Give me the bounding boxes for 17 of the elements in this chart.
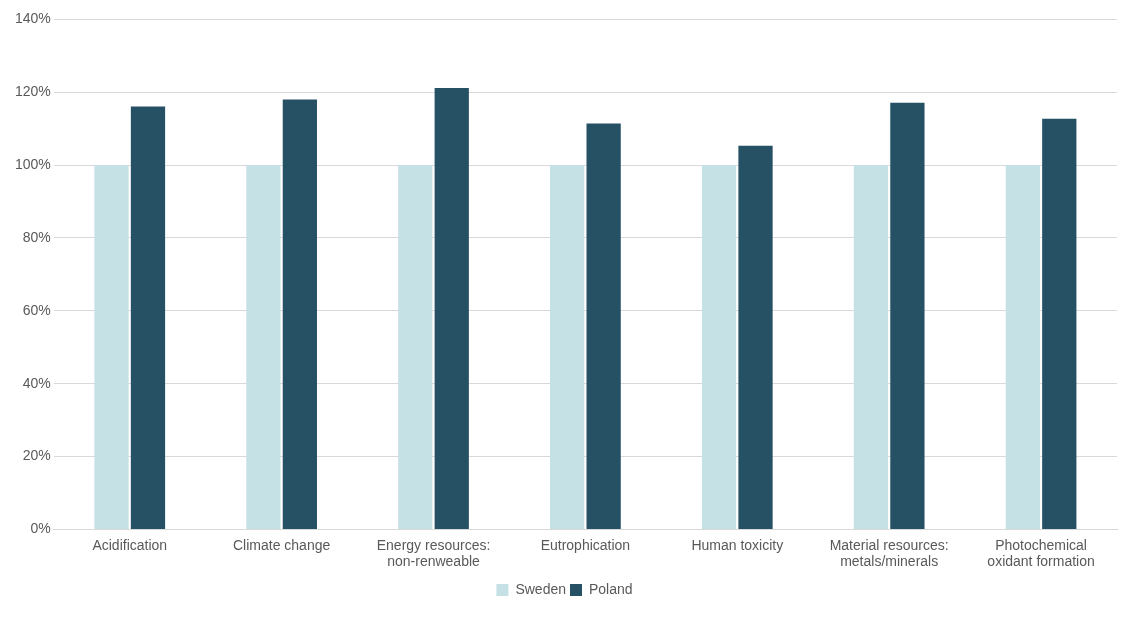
y-tick-label: 60% [22,301,51,318]
x-tick-label: Energy resources: non-renweable [376,536,491,570]
y-tick-label: 40% [22,374,51,391]
x-tick-label: Climate change [232,536,331,553]
legend-label: Sweden [515,580,566,597]
x-tick-label: Human toxicity [691,536,784,553]
legend-label: Poland [589,580,633,597]
x-tick-label: Photochemical oxidant formation [987,536,1095,570]
x-tick-label: Material resources: metals/minerals [829,536,949,570]
y-tick-label: 20% [22,447,51,464]
y-tick-label: 140% [14,10,51,27]
x-tick-label: Eutrophication [540,536,631,553]
y-tick-label: 0% [30,520,51,537]
x-tick-label: Acidification [92,536,168,553]
y-tick-label: 120% [14,83,51,100]
y-tick-label: 100% [14,155,51,172]
y-tick-label: 80% [22,228,51,245]
